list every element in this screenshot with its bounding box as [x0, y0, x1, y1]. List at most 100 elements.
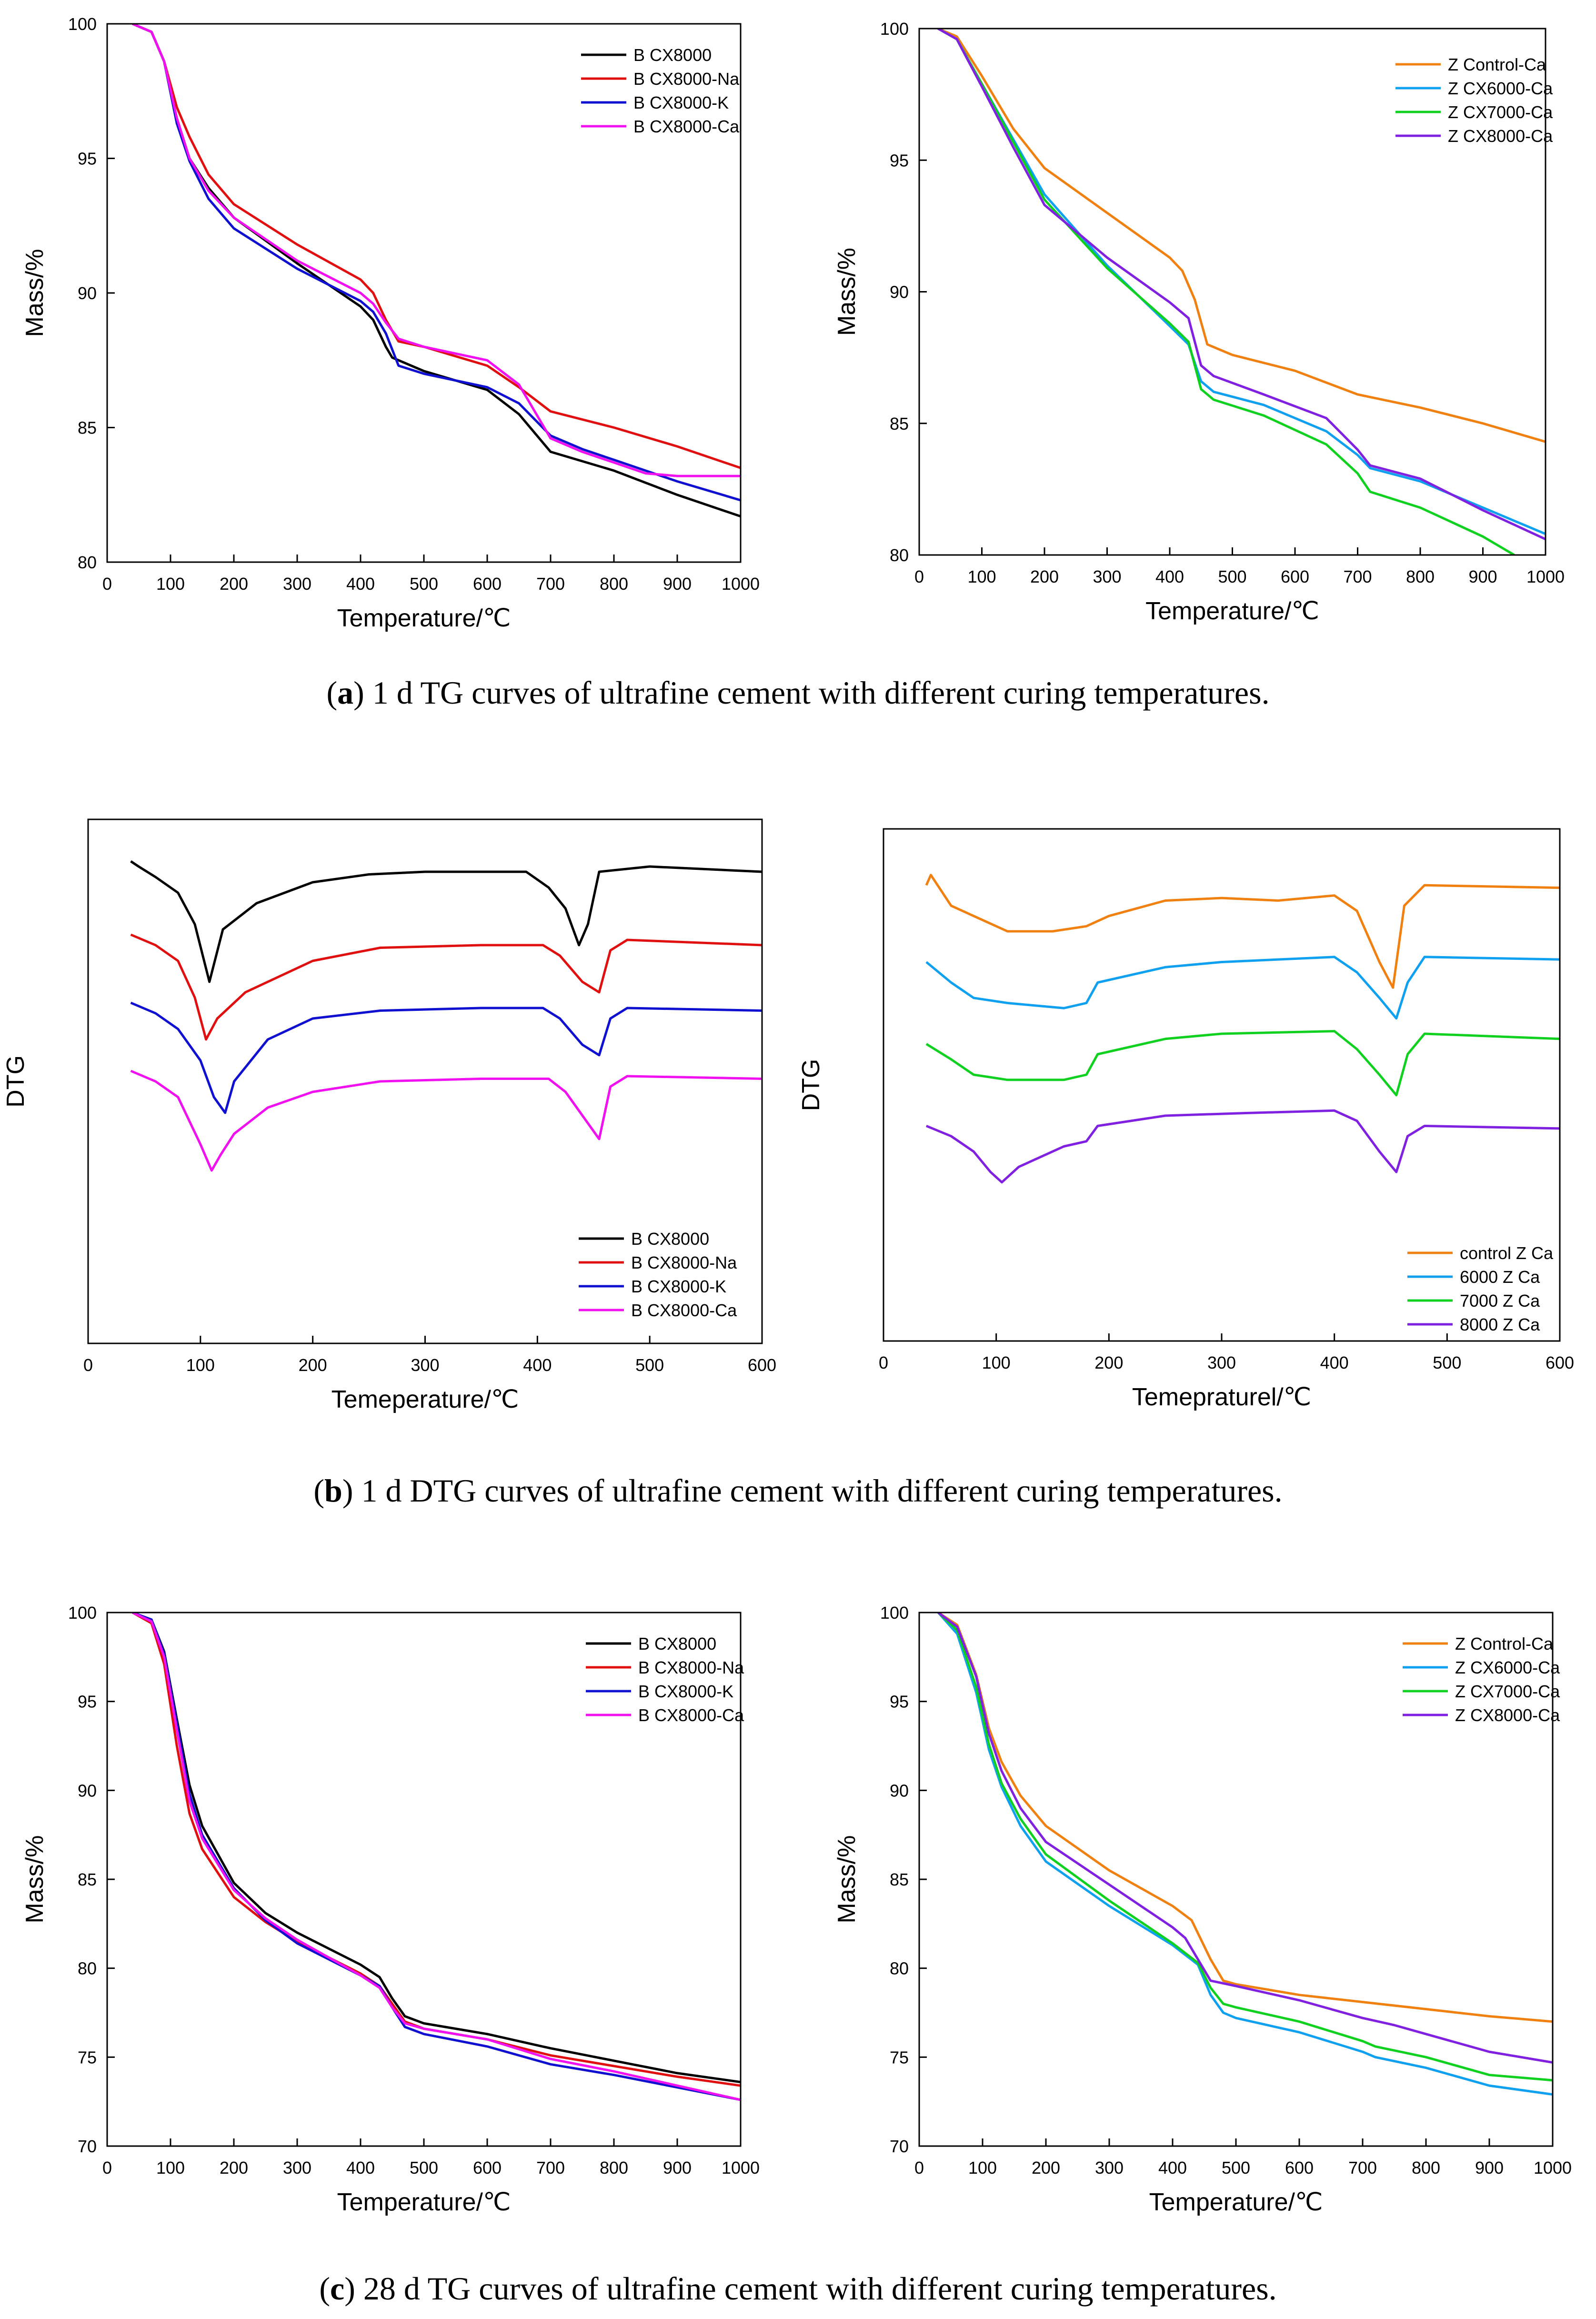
- legend-label-1: B CX8000-Na: [638, 1658, 744, 1677]
- x-tick-label: 0: [102, 2158, 112, 2178]
- legend-label-0: B CX8000: [631, 1229, 709, 1249]
- series-line-1: [132, 24, 741, 469]
- legend-label-2: Z CX7000-Ca: [1455, 1682, 1560, 1701]
- legend-label-1: 6000 Z Ca: [1460, 1267, 1540, 1287]
- x-tick-label: 1000: [1526, 567, 1565, 586]
- x-tick-label: 0: [102, 574, 112, 594]
- x-tick-label: 0: [83, 1355, 93, 1375]
- x-tick-label: 1000: [722, 2158, 760, 2178]
- x-tick-label: 500: [1218, 567, 1246, 586]
- caption-b: (b) 1 d DTG curves of ultrafine cement w…: [313, 1472, 1283, 1509]
- series-line-3: [132, 24, 741, 477]
- caption-a: (a) 1 d TG curves of ultrafine cement wi…: [326, 675, 1270, 711]
- chart-c-right: 0 100 200 300 400 500 600 700 800 900 1000 70 75 80 85…: [833, 1603, 1572, 2216]
- series-line-3: [937, 1613, 1553, 2064]
- chart-b-left: 0 100 200 300 400 500 600 Temeperature/℃ DTG B CX…: [2, 818, 776, 1413]
- y-axis-label: DTG: [2, 1055, 30, 1108]
- y-tick-label: 85: [78, 1870, 97, 1889]
- x-tick-label: 900: [1468, 567, 1497, 586]
- legend-label-1: B CX8000-Na: [631, 1253, 737, 1272]
- y-axis-label: Mass/%: [21, 249, 49, 337]
- y-tick-label: 90: [78, 283, 97, 303]
- y-tick-label: 95: [78, 149, 97, 169]
- x-tick-label: 800: [1406, 567, 1435, 586]
- x-tick-label: 600: [1546, 1353, 1574, 1372]
- x-tick-label: 500: [1433, 1353, 1461, 1372]
- legend-label-1: Z CX6000-Ca: [1448, 79, 1553, 98]
- x-tick-label: 900: [663, 2158, 692, 2178]
- x-tick-label: 900: [663, 574, 692, 594]
- chart-c-left: 0 100 200 300 400 500 600 700 800 900 1000 70 75 80 85…: [21, 1603, 760, 2216]
- series-line-3: [132, 1613, 741, 2101]
- series-line-2: [130, 1001, 762, 1114]
- x-tick-label: 100: [982, 1353, 1011, 1372]
- y-tick-label: 100: [68, 14, 97, 34]
- y-tick-label: 95: [890, 151, 909, 170]
- x-tick-label: 700: [536, 574, 565, 594]
- legend-label-2: 7000 Z Ca: [1460, 1291, 1540, 1311]
- series-line-1: [130, 933, 762, 1041]
- x-tick-label: 300: [283, 574, 311, 594]
- x-tick-label: 400: [346, 2158, 375, 2178]
- series-line-1: [131, 1613, 741, 2087]
- legend-label-1: B CX8000-Na: [633, 69, 740, 89]
- y-tick-label: 80: [78, 1959, 97, 1978]
- x-tick-label: 800: [600, 2158, 628, 2178]
- x-tick-label: 200: [220, 574, 248, 594]
- y-tick-label: 85: [78, 418, 97, 438]
- x-tick-label: 700: [1348, 2158, 1377, 2178]
- legend-label-0: control Z Ca: [1460, 1243, 1554, 1263]
- x-tick-label: 300: [1095, 2158, 1124, 2178]
- x-tick-label: 0: [914, 567, 924, 586]
- y-axis-label: Mass/%: [833, 248, 861, 336]
- x-tick-label: 0: [914, 2158, 924, 2178]
- x-tick-label: 100: [156, 2158, 185, 2178]
- series-line-1: [925, 956, 1560, 1020]
- x-tick-label: 500: [410, 574, 438, 594]
- x-tick-label: 300: [411, 1355, 439, 1375]
- legend-label-0: Z Control-Ca: [1455, 1634, 1554, 1654]
- x-tick-label: 800: [1412, 2158, 1440, 2178]
- x-tick-label: 200: [220, 2158, 248, 2178]
- legend-label-0: B CX8000: [633, 45, 712, 65]
- x-tick-label: 300: [283, 2158, 311, 2178]
- x-axis-label: Temepraturel/℃: [1132, 1383, 1311, 1411]
- x-tick-label: 600: [473, 574, 502, 594]
- y-tick-label: 85: [890, 1870, 909, 1889]
- legend-label-3: Z CX8000-Ca: [1448, 126, 1553, 146]
- legend-label-2: B CX8000-K: [631, 1277, 726, 1296]
- y-tick-label: 75: [890, 2047, 909, 2067]
- x-axis-label: Temperature/℃: [1149, 2188, 1323, 2216]
- series-line-3: [130, 1069, 762, 1172]
- x-tick-label: 400: [1158, 2158, 1187, 2178]
- chart-a-left: 0 100 200 300 400 500 600 700 800 900 1000 80 85 90 95…: [21, 14, 760, 632]
- x-tick-label: 600: [1285, 2158, 1314, 2178]
- x-tick-label: 500: [635, 1355, 664, 1375]
- y-axis-label: DTG: [797, 1059, 825, 1111]
- x-axis-label: Temperature/℃: [1145, 597, 1319, 625]
- series-line-0: [937, 29, 1546, 443]
- x-tick-label: 200: [1032, 2158, 1060, 2178]
- series-line-3: [937, 29, 1546, 541]
- y-tick-label: 80: [890, 1959, 909, 1978]
- y-tick-label: 90: [890, 282, 909, 302]
- x-tick-label: 0: [879, 1353, 888, 1372]
- y-tick-label: 80: [78, 553, 97, 572]
- legend-label-3: 8000 Z Ca: [1460, 1315, 1540, 1334]
- y-tick-label: 80: [890, 545, 909, 565]
- x-tick-label: 500: [410, 2158, 438, 2178]
- x-tick-label: 100: [967, 567, 996, 586]
- series-line-2: [937, 1613, 1553, 2082]
- series-line-2: [132, 24, 741, 502]
- legend-label-1: Z CX6000-Ca: [1455, 1658, 1560, 1677]
- legend-label-2: B CX8000-K: [633, 93, 729, 112]
- x-tick-label: 700: [1343, 567, 1372, 586]
- x-tick-label: 700: [536, 2158, 565, 2178]
- legend-label-2: B CX8000-K: [638, 1682, 733, 1701]
- y-tick-label: 85: [890, 414, 909, 434]
- x-axis-label: Temperature/℃: [337, 2188, 511, 2216]
- y-tick-label: 90: [78, 1781, 97, 1800]
- chart-a-right: 0 100 200 300 400 500 600 700 800 900 1000 80 85 90 95…: [833, 19, 1565, 625]
- x-tick-label: 100: [156, 574, 185, 594]
